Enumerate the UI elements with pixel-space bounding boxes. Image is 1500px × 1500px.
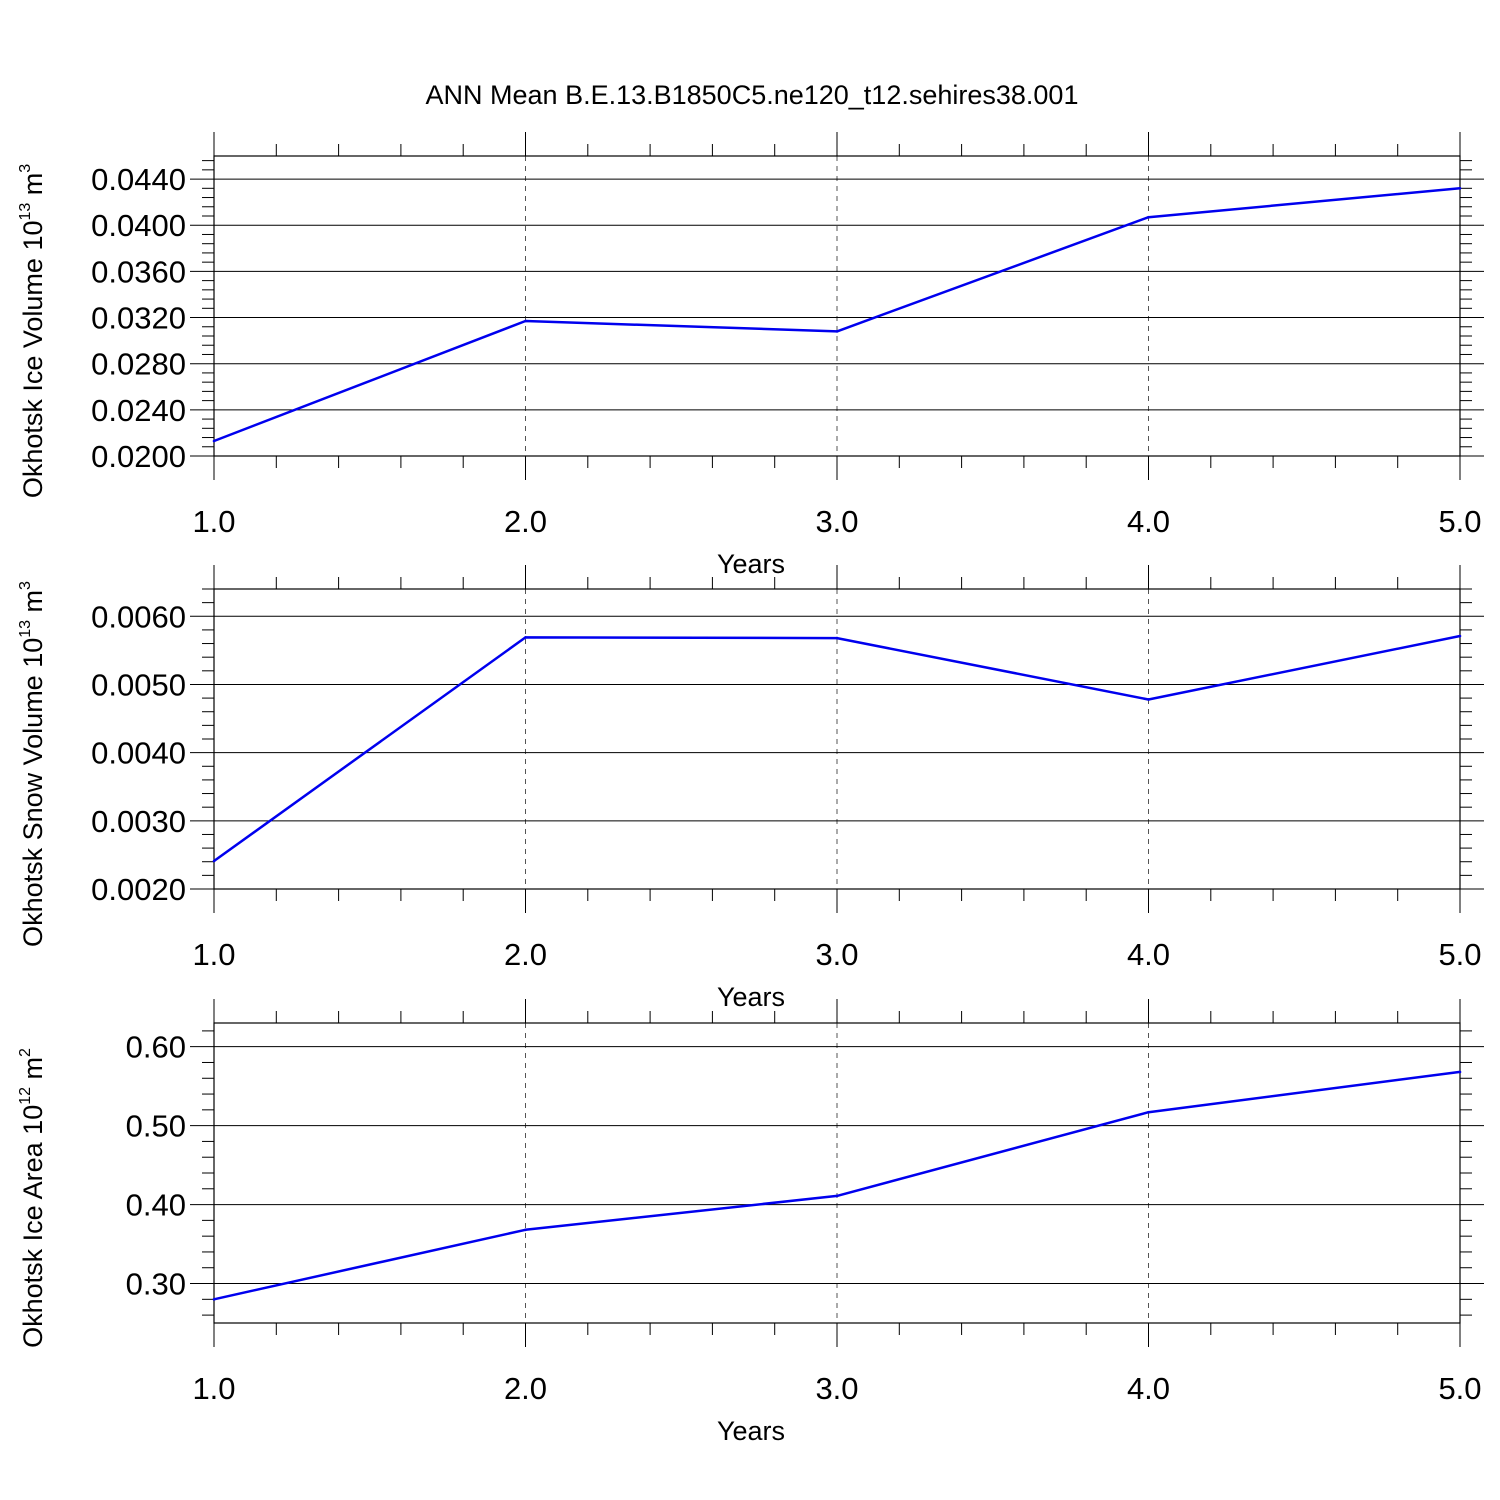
y-axis-label-text: m	[18, 1057, 48, 1087]
y-axis-label: Okhotsk Ice Area 1012 m2	[17, 1048, 48, 1348]
x-tick-label: 5.0	[1438, 504, 1481, 539]
x-tick-label: 3.0	[815, 504, 858, 539]
chart-panels: 1.0 2.0 3.0 4.0 5.0 0.0200 0.0240 0.0280 0.0320 0…	[17, 132, 1484, 1446]
y-axis-label-text: Okhotsk Ice Volume 10	[18, 221, 48, 499]
y-tick-label: 0.0400	[91, 208, 186, 243]
y-axis-label: Okhotsk Snow Volume 1013 m3	[17, 581, 48, 947]
y-axis-label-exponent: 13	[17, 203, 34, 221]
y-tick-label: 0.0360	[91, 254, 186, 289]
figure-title: ANN Mean B.E.13.B1850C5.ne120_t12.sehire…	[426, 80, 1079, 110]
x-tick-label: 3.0	[815, 1371, 858, 1406]
y-tick-label: 0.0440	[91, 162, 186, 197]
x-tick-label: 4.0	[1127, 504, 1170, 539]
y-tick-label: 0.50	[126, 1109, 186, 1144]
x-tick-label: 1.0	[192, 504, 235, 539]
y-tick-label: 0.0320	[91, 301, 186, 336]
x-axis-label: Years	[717, 982, 785, 1012]
x-tick-label: 2.0	[504, 1371, 547, 1406]
y-axis-label-exponent: 13	[17, 620, 34, 638]
data-point	[835, 636, 839, 640]
data-point	[212, 439, 216, 443]
y-tick-label: 0.60	[126, 1030, 186, 1065]
x-tick-label: 2.0	[504, 504, 547, 539]
y-axis-label-text: m	[18, 590, 48, 620]
data-point	[524, 319, 527, 323]
x-tick-label: 1.0	[192, 1371, 235, 1406]
y-tick-label: 0.0200	[91, 439, 186, 474]
y-axis-label-text: Okhotsk Snow Volume 10	[18, 638, 48, 947]
x-axis-label: Years	[717, 549, 785, 579]
data-point	[524, 1228, 527, 1232]
y-axis-label-exponent: 3	[17, 581, 34, 590]
y-axis-label-exponent: 3	[17, 164, 34, 173]
y-axis-label-text: Okhotsk Ice Area 10	[18, 1105, 48, 1348]
x-tick-label: 5.0	[1438, 1371, 1481, 1406]
x-tick-label: 4.0	[1127, 1371, 1170, 1406]
x-tick-label: 4.0	[1127, 937, 1170, 972]
chart-panel-3: 1.0 2.0 3.0 4.0 5.0 0.30 0.40 0.50 0.60 Years Okho…	[17, 999, 1484, 1446]
data-point	[1458, 634, 1462, 638]
data-point	[835, 1194, 839, 1198]
y-tick-label: 0.0280	[91, 347, 186, 382]
data-point	[212, 859, 216, 863]
data-point	[835, 330, 839, 333]
y-tick-label: 0.0050	[91, 667, 186, 702]
x-tick-label: 3.0	[815, 937, 858, 972]
x-tick-label: 5.0	[1438, 937, 1481, 972]
y-tick-label: 0.0060	[91, 599, 186, 634]
y-tick-label: 0.30	[126, 1267, 186, 1302]
y-tick-label: 0.0040	[91, 736, 186, 771]
x-tick-label: 2.0	[504, 937, 547, 972]
chart-panel-2: 1.0 2.0 3.0 4.0 5.0 0.0020 0.0030 0.0040 0.0050 0…	[17, 565, 1484, 1012]
data-point	[1147, 1110, 1150, 1114]
data-point	[212, 1298, 216, 1301]
data-point	[1147, 215, 1150, 219]
data-point	[524, 636, 527, 639]
y-tick-label: 0.40	[126, 1188, 186, 1223]
y-axis-label-text: m	[18, 173, 48, 203]
x-tick-label: 1.0	[192, 937, 235, 972]
y-tick-label: 0.0020	[91, 872, 186, 907]
data-point	[1458, 187, 1462, 190]
y-tick-label: 0.0240	[91, 393, 186, 428]
y-axis-label-exponent: 12	[17, 1087, 34, 1105]
data-point	[1147, 698, 1150, 701]
y-axis-label-exponent: 2	[17, 1048, 34, 1057]
y-axis-label: Okhotsk Ice Volume 1013 m3	[17, 164, 48, 498]
y-tick-label: 0.0030	[91, 804, 186, 839]
data-point	[1458, 1070, 1462, 1074]
x-axis-label: Years	[717, 1416, 785, 1446]
chart-panel-1: 1.0 2.0 3.0 4.0 5.0 0.0200 0.0240 0.0280 0.0320 0…	[17, 132, 1484, 579]
